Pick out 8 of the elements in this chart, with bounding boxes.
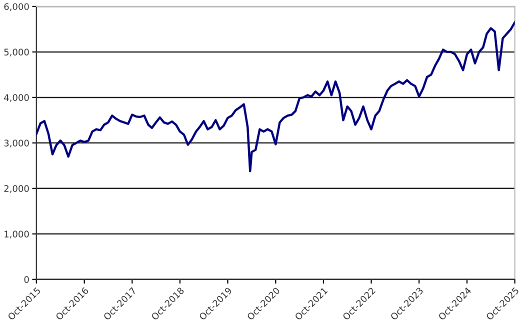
y-tick-label: 1,000 xyxy=(4,230,29,238)
line-series xyxy=(36,21,515,172)
y-tick-label: 6,000 xyxy=(4,3,29,11)
y-tick-label: 4,000 xyxy=(4,94,29,102)
y-tick-label: 3,000 xyxy=(4,140,29,148)
y-tick-label: 0 xyxy=(24,276,29,283)
y-tick-label: 2,000 xyxy=(4,185,29,193)
y-tick-label: 5,000 xyxy=(4,48,29,56)
